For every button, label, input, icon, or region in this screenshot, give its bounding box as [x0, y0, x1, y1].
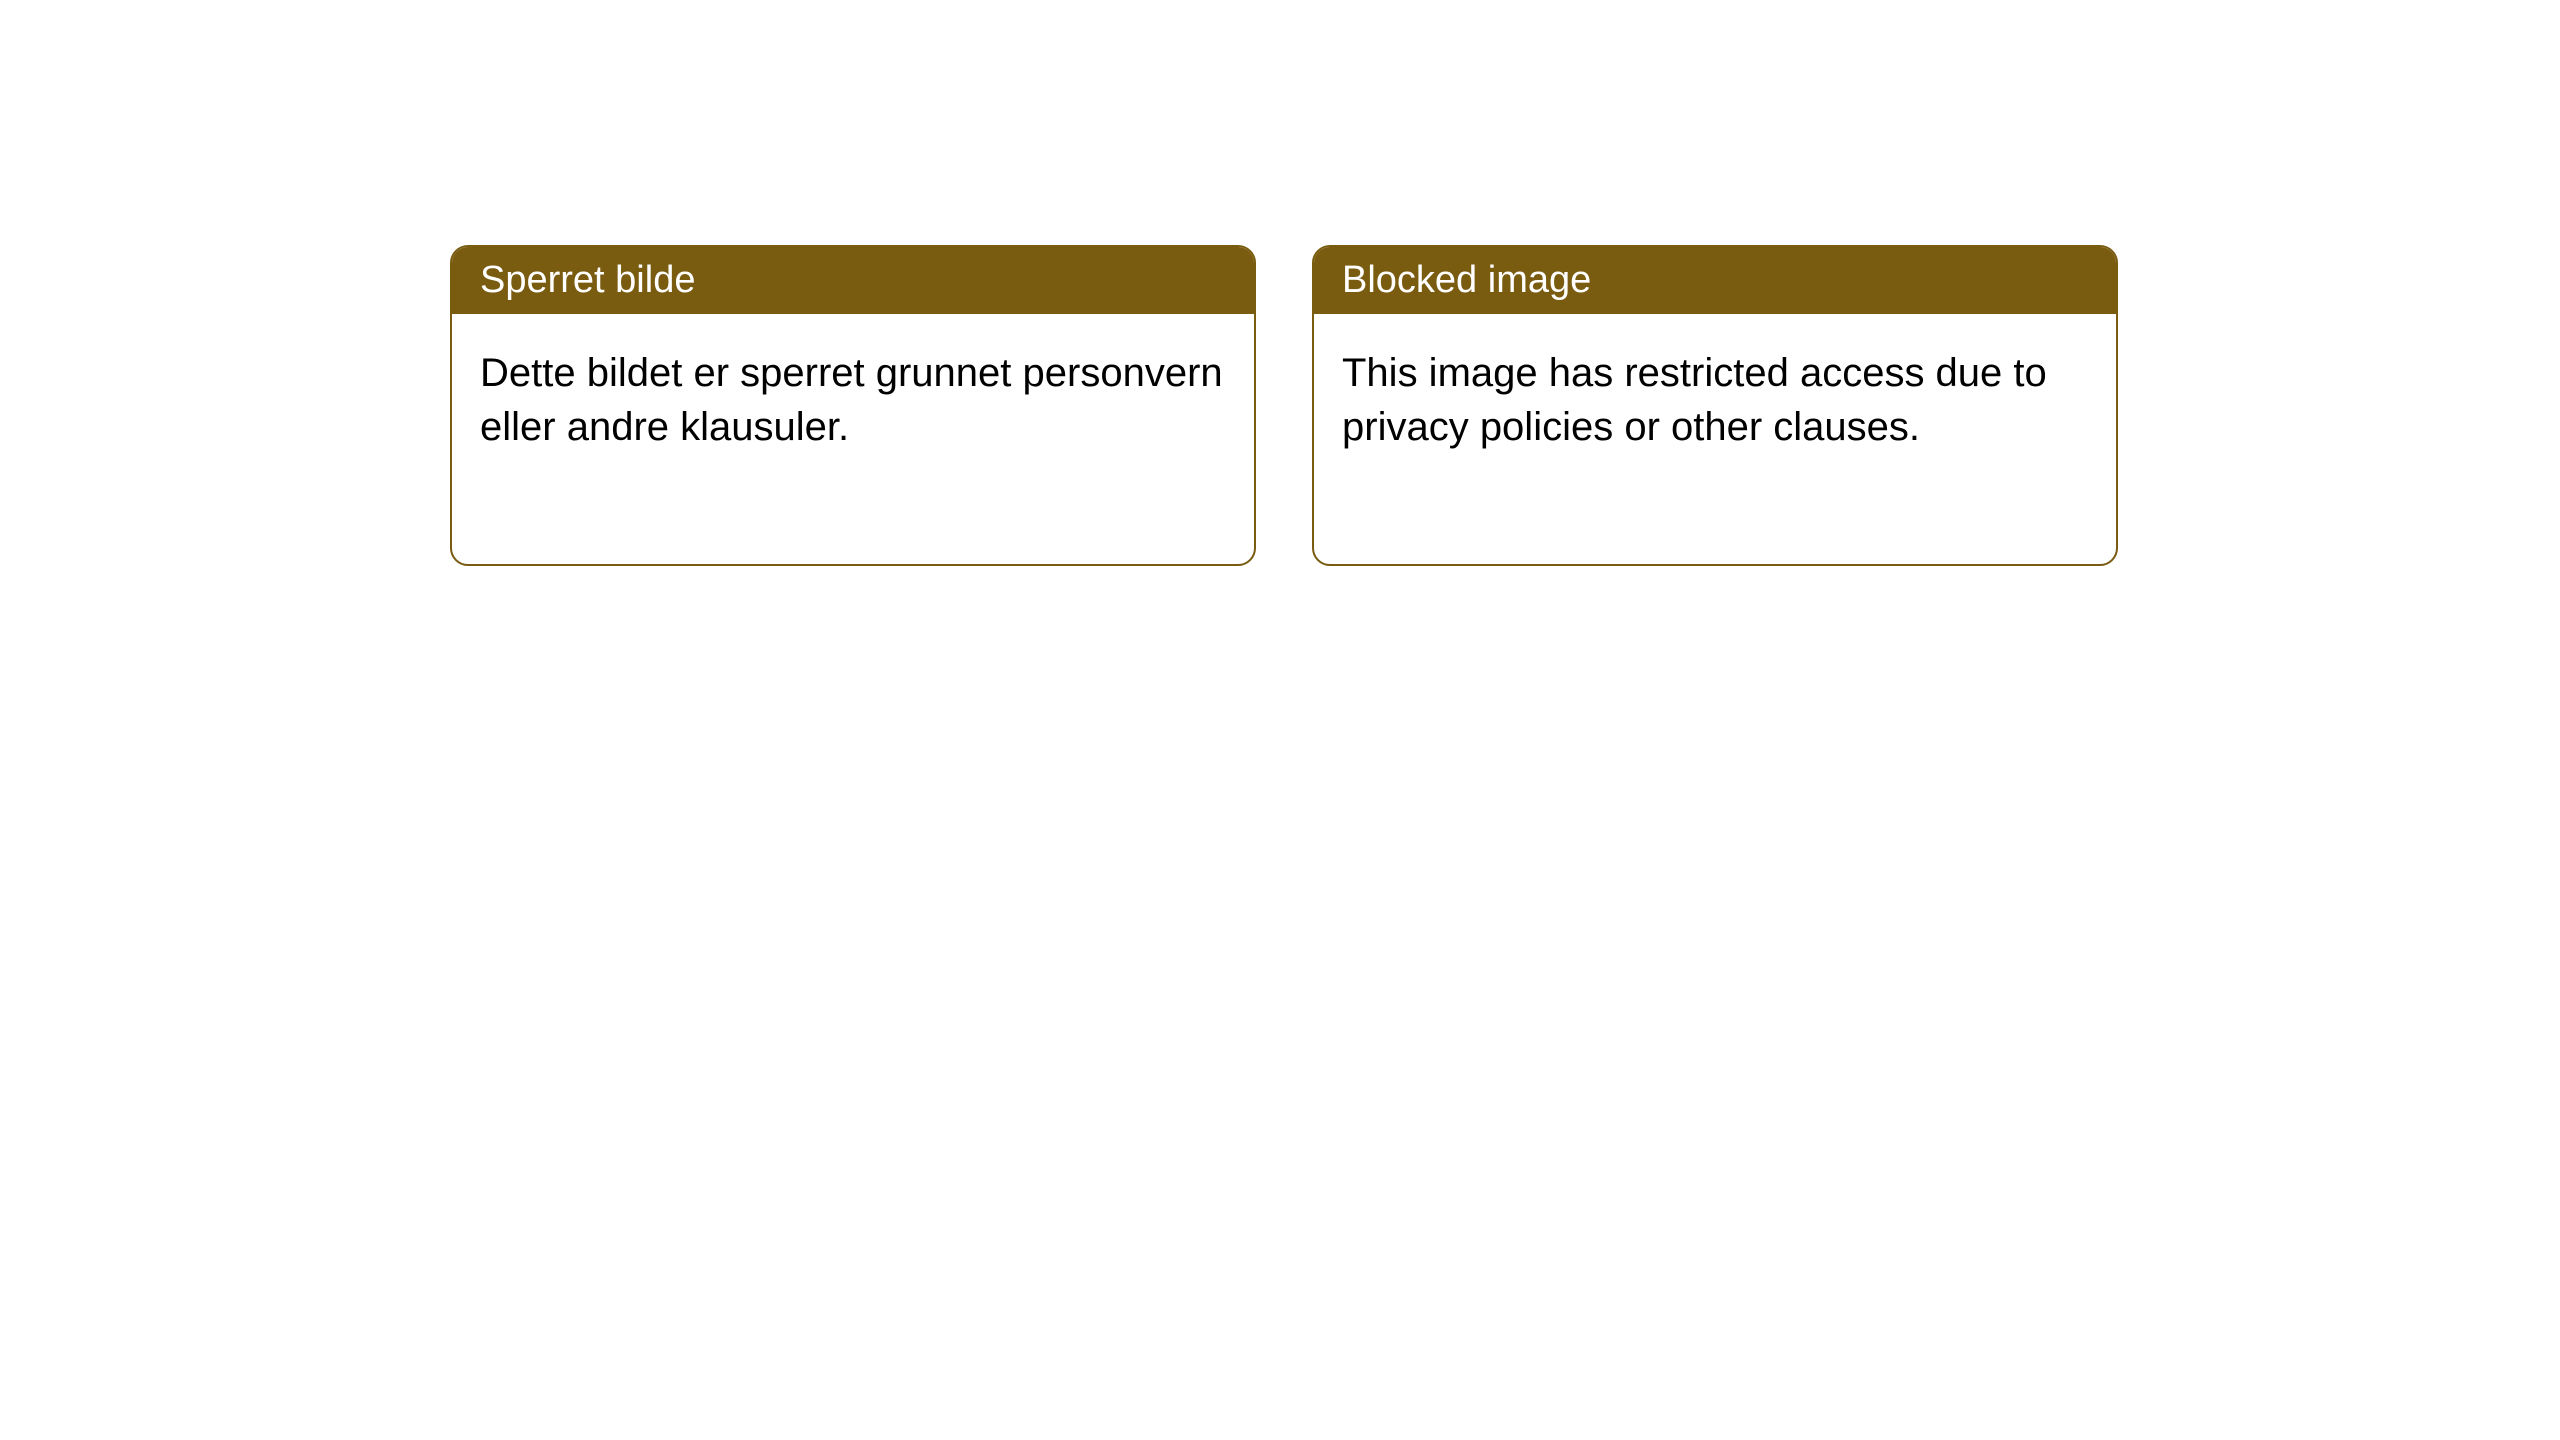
blocked-image-card-en: Blocked image This image has restricted …	[1312, 245, 2118, 566]
card-header: Blocked image	[1314, 247, 2116, 314]
cards-container: Sperret bilde Dette bildet er sperret gr…	[450, 245, 2118, 566]
card-title: Sperret bilde	[480, 259, 695, 301]
card-header: Sperret bilde	[452, 247, 1254, 314]
card-body-text: This image has restricted access due to …	[1342, 351, 2047, 449]
card-body: Dette bildet er sperret grunnet personve…	[452, 314, 1254, 564]
blocked-image-card-no: Sperret bilde Dette bildet er sperret gr…	[450, 245, 1256, 566]
card-body: This image has restricted access due to …	[1314, 314, 2116, 564]
card-body-text: Dette bildet er sperret grunnet personve…	[480, 351, 1223, 449]
card-title: Blocked image	[1342, 259, 1591, 301]
